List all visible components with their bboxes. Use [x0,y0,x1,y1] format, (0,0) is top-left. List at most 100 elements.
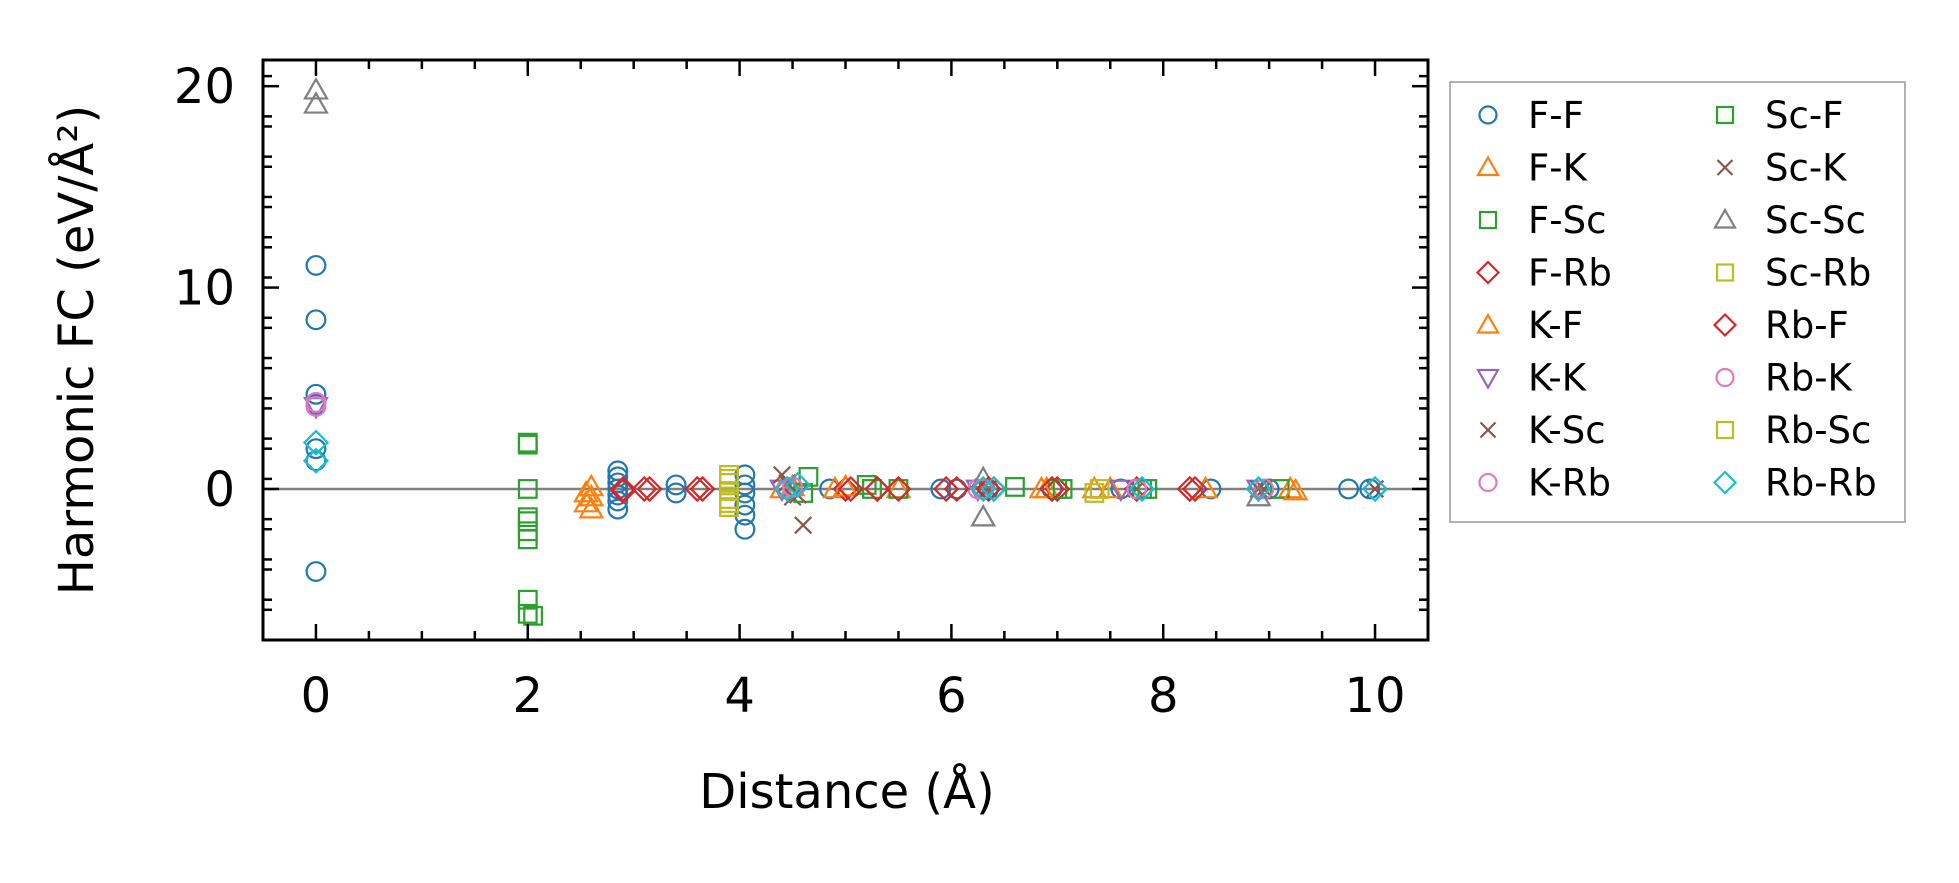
data-point [734,518,756,540]
data-point [609,477,637,505]
legend-item: F-K [1476,147,1589,190]
legend-marker [1715,263,1735,282]
legend-label: Sc-K [1765,147,1848,190]
legend-item: Sc-Sc [1713,199,1866,242]
data-point [573,489,599,513]
legend-item: K-F [1476,304,1583,347]
legend-label: K-Rb [1528,462,1611,505]
legend-item: Rb-Sc [1715,409,1871,452]
data-point [943,475,970,503]
series-sc-sc [303,76,1272,527]
legend-label: K-F [1528,304,1583,347]
data-point [970,503,997,527]
data-point [734,474,756,496]
data-point [1338,478,1360,500]
data-point [1044,475,1071,503]
legend-label: K-K [1528,357,1588,400]
data-point [946,478,968,500]
legend-item: F-Rb [1475,252,1612,295]
data-point [1176,475,1203,503]
data-point [303,76,329,100]
data-point [970,475,997,503]
data-point [523,605,543,626]
legend-item: Sc-Rb [1715,252,1871,295]
data-point [1128,475,1156,503]
legend-item: F-F [1478,94,1584,137]
data-point [980,475,1007,503]
legend-label: Sc-Rb [1765,252,1871,295]
data-point [1084,483,1105,503]
legend-box [1449,81,1906,523]
x-tick-label: 6 [936,668,967,724]
legend-item: Rb-F [1712,304,1849,347]
data-point [1359,478,1381,500]
legend-marker [1476,155,1500,177]
legend-label: F-Sc [1528,199,1606,242]
data-point [1038,475,1066,503]
data-point [1089,479,1110,499]
y-axis-label: Harmonic FC (eV/Å²) [48,105,105,595]
data-point [517,511,538,532]
data-point [684,475,711,503]
data-point [794,516,813,535]
data-point [1253,478,1275,500]
x-tick-label: 2 [512,668,543,724]
legend-label: F-F [1528,94,1584,137]
series-rb-f [609,475,1209,505]
data-point [975,475,1002,503]
data-point [784,471,811,499]
legend-label: Rb-K [1765,357,1854,400]
data-point [837,475,864,503]
legend-marker [1713,207,1737,229]
data-point [1005,477,1025,497]
legend-marker [1716,159,1734,176]
data-point [607,490,629,512]
data-point [719,468,739,489]
data-point [1361,475,1389,503]
data-point [1127,479,1146,498]
series-rb-sc [719,468,1110,513]
data-point [517,479,538,499]
legend-label: Rb-Rb [1765,462,1877,505]
legend-item: Sc-F [1715,94,1843,137]
data-point [302,429,330,456]
data-point [305,561,327,582]
data-point [1028,475,1055,499]
data-point [719,493,739,513]
data-point [302,447,330,474]
data-point [1282,477,1309,501]
data-point [1245,475,1272,503]
data-point [517,589,538,610]
data-point [636,475,663,503]
data-point [578,483,605,507]
legend-marker [1715,367,1735,388]
data-point [305,450,327,472]
x-tick-label: 0 [301,668,332,724]
legend-marker [1715,105,1735,125]
data-point [1107,479,1134,503]
legend-marker [1478,105,1498,125]
legend-label: Rb-Sc [1765,409,1871,452]
data-point [578,473,605,497]
legend-item: K-Sc [1479,409,1606,452]
legend: F-F F-K F-Sc F-Rb K-F K-K K-Sc K-Rb Sc-F Sc-K Sc-S… [1449,81,1906,523]
y-tick-label: 10 [174,261,235,317]
data-point [1181,475,1209,503]
x-tick-label: 8 [1148,668,1179,724]
x-axis-label: Distance (Å) [699,763,994,820]
data-point [609,475,637,503]
data-point [774,475,801,503]
legend-marker [1475,260,1501,285]
data-point [607,498,629,520]
data-point [972,478,994,500]
data-point [885,475,912,503]
data-point [665,474,687,496]
data-point [631,475,658,503]
data-point [305,254,327,276]
data-point [1137,479,1158,499]
x-tick-label: 4 [724,668,755,724]
data-point [517,434,538,455]
legend-item: Rb-K [1715,357,1854,400]
legend-label: K-Sc [1528,409,1606,452]
data-point [305,438,327,460]
